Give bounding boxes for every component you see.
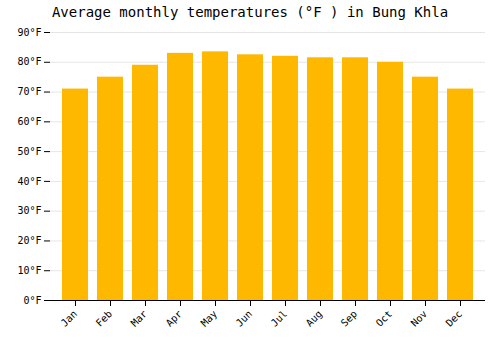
svg-text:Jun: Jun	[234, 308, 255, 329]
svg-text:Mar: Mar	[129, 308, 150, 329]
svg-text:10°F: 10°F	[17, 265, 41, 276]
html-text:Average monthly temperatures (: Average monthly temperatures (°F ) in Bu…	[51, 4, 449, 20]
svg-text:60°F: 60°F	[17, 116, 41, 127]
svg-text:0°F: 0°F	[23, 295, 41, 306]
svg-text:Dec: Dec	[444, 308, 465, 329]
svg-text:70°F: 70°F	[17, 86, 41, 97]
svg-text:40°F: 40°F	[17, 176, 41, 187]
svg-text:Apr: Apr	[164, 308, 185, 329]
svg-text:90°F: 90°F	[17, 27, 41, 38]
svg-text:80°F: 80°F	[17, 56, 41, 67]
svg-text:Jul: Jul	[269, 308, 290, 329]
svg-text:Jan: Jan	[59, 308, 80, 329]
svg-text:30°F: 30°F	[17, 205, 41, 216]
svg-text:Nov: Nov	[409, 308, 430, 329]
svg-text:May: May	[199, 308, 220, 329]
svg-text:Aug: Aug	[304, 308, 325, 329]
svg-text:50°F: 50°F	[17, 146, 41, 157]
svg-text:20°F: 20°F	[17, 235, 41, 246]
svg-text:Oct: Oct	[374, 308, 395, 329]
svg-text:Feb: Feb	[94, 308, 115, 329]
svg-text:Sep: Sep	[339, 308, 360, 329]
